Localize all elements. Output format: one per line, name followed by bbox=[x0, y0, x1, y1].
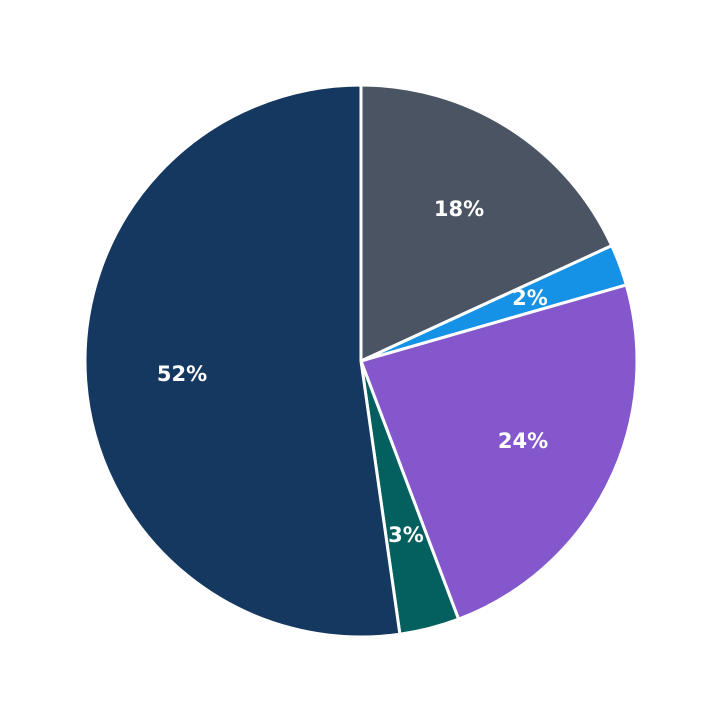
pie-slice bbox=[359, 283, 639, 621]
slice-label: 2% bbox=[512, 286, 548, 310]
slice-label: 24% bbox=[498, 429, 548, 453]
pie-slice bbox=[359, 83, 614, 363]
slice-label: 3% bbox=[388, 523, 424, 547]
slice-label: 18% bbox=[434, 197, 484, 221]
slice-label: 52% bbox=[157, 362, 207, 386]
pie-slice bbox=[83, 83, 402, 639]
